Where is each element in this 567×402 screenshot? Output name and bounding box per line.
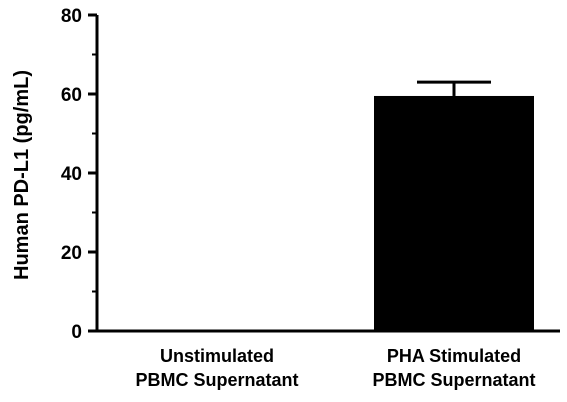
labels: 0 20 40 60 80 Unstimulated PBMC Supernatant PHA… bbox=[61, 6, 536, 390]
y-tick-label: 0 bbox=[71, 322, 82, 343]
y-tick-label: 40 bbox=[61, 164, 82, 185]
category-label: Unstimulated bbox=[160, 346, 274, 366]
bar bbox=[374, 95, 534, 331]
category-label: PHA Stimulated bbox=[387, 346, 521, 366]
y-axis-title: Human PD-L1 (pg/mL) bbox=[11, 70, 33, 280]
y-tick-label: 20 bbox=[61, 243, 82, 264]
bars bbox=[374, 80, 534, 331]
category-label: PBMC Supernatant bbox=[372, 370, 535, 390]
y-tick-label: 60 bbox=[61, 85, 82, 106]
category-label: PBMC Supernatant bbox=[135, 370, 298, 390]
y-tick-label: 80 bbox=[61, 6, 82, 27]
